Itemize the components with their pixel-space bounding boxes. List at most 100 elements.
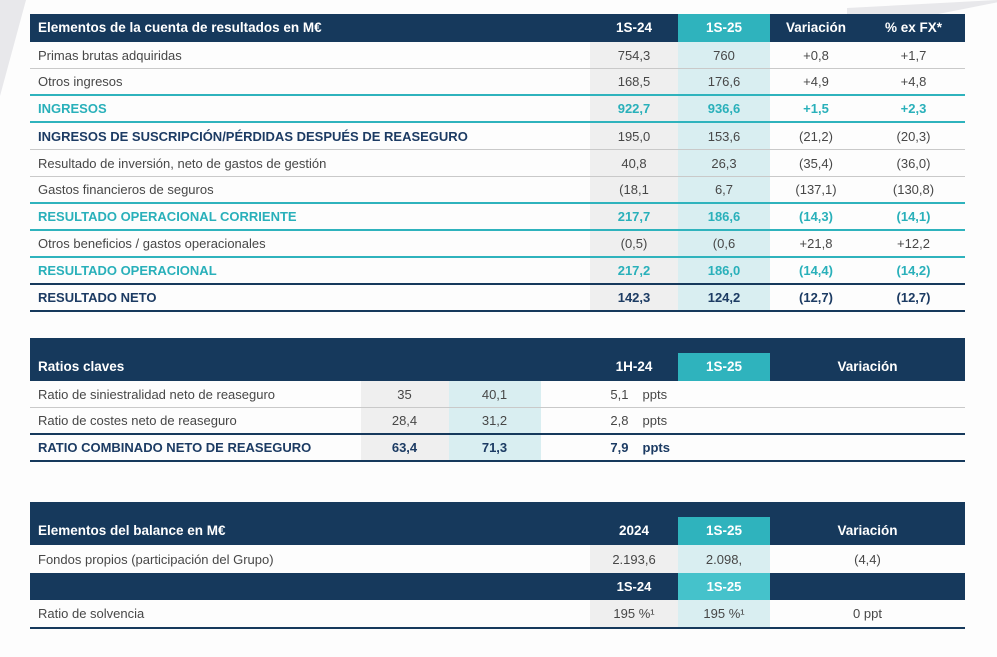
key-ratios-table: Ratios claves 1H-24 1S-25 Variación Rati… [30, 338, 965, 462]
value-variacion: 2,8 [610, 413, 629, 428]
value-variacion: (4,4) [854, 551, 881, 567]
row-label: Resultado de inversión, neto de gastos d… [38, 155, 327, 171]
value-variacion-unit: ppts [642, 386, 668, 402]
table-row-subtotal-operacional-corriente: RESULTADO OPERACIONAL CORRIENTE 217,7 18… [30, 204, 965, 231]
income-statement-table: Elementos de la cuenta de resultados en … [30, 14, 965, 312]
income-table-header: Elementos de la cuenta de resultados en … [30, 14, 965, 42]
column-header-1s25: 1S-25 [678, 353, 770, 381]
row-label: Ratio de costes neto de reaseguro [38, 413, 237, 428]
solvency-period-subheader: 1S-24 1S-25 [30, 573, 965, 600]
value-ex-fx: +1,7 [900, 47, 927, 63]
value-1s24: 195,0 [590, 123, 678, 149]
table-row: Ratio de siniestralidad neto de reasegur… [30, 381, 965, 408]
table-row: Otros ingresos 168,5 176,6 +4,9 +4,8 [30, 69, 965, 96]
balance-table-title: Elementos del balance en M€ [38, 523, 226, 539]
column-header-1h24: 1H-24 [615, 359, 653, 375]
value-1s25: 2.098, [678, 545, 770, 573]
table-row: Otros beneficios / gastos operacionales … [30, 231, 965, 258]
value-1s24: 217,2 [590, 258, 678, 283]
background-corner-decoration-top-left [0, 0, 26, 96]
subheader-1s25: 1S-25 [678, 573, 770, 600]
ratios-table-header: Ratios claves 1H-24 1S-25 Variación [30, 338, 965, 381]
value-ex-fx: +12,2 [897, 236, 930, 251]
column-header-ex-fx: % ex FX* [884, 20, 943, 36]
column-header-1s24: 1S-24 [615, 20, 653, 36]
value-variacion: 0 ppt [853, 606, 882, 621]
value-ex-fx: (36,0) [896, 155, 931, 171]
value-ex-fx: +4,8 [900, 74, 927, 89]
table-row-solvency: Ratio de solvencia 195 %¹ 195 %¹ 0 ppt [30, 600, 965, 629]
value-1s24: 168,5 [590, 69, 678, 94]
row-label: Otros beneficios / gastos operacionales [38, 236, 266, 251]
value-1s25: 186,0 [678, 258, 770, 283]
value-1s24: 754,3 [590, 42, 678, 68]
value-1s24: 142,3 [590, 285, 678, 310]
value-variacion: (14,4) [799, 263, 833, 278]
value-1s25: 124,2 [678, 285, 770, 310]
value-1s24: 217,7 [590, 204, 678, 229]
column-header-1s25: 1S-25 [678, 517, 770, 545]
value-1s25: 6,7 [678, 177, 770, 202]
row-label: RESULTADO OPERACIONAL [38, 263, 217, 278]
value-variacion-unit: ppts [642, 413, 668, 428]
value-1s25: 31,2 [448, 408, 541, 433]
value-variacion: (137,1) [795, 182, 837, 197]
row-label: INGRESOS [38, 101, 107, 116]
value-1s25: 40,1 [448, 381, 541, 407]
table-row-total-ratio-combinado: RATIO COMBINADO NETO DE REASEGURO 63,4 7… [30, 435, 965, 462]
income-table-title: Elementos de la cuenta de resultados en … [38, 20, 322, 36]
row-label: RESULTADO NETO [38, 290, 157, 305]
ratios-table-title: Ratios claves [38, 359, 125, 375]
balance-sheet-table: Elementos del balance en M€ 2024 1S-25 V… [30, 502, 965, 629]
value-variacion: +4,9 [803, 74, 829, 89]
value-1s25: 71,3 [448, 435, 541, 460]
value-variacion: +0,8 [803, 47, 829, 63]
value-ex-fx: (20,3) [896, 128, 931, 144]
row-label: RESULTADO OPERACIONAL CORRIENTE [38, 209, 297, 224]
value-variacion: +21,8 [799, 236, 833, 251]
value-1s25: 153,6 [678, 123, 770, 149]
row-label: Ratio de solvencia [38, 606, 145, 621]
value-1s24: 922,7 [590, 96, 678, 121]
table-row: Resultado de inversión, neto de gastos d… [30, 150, 965, 177]
value-1s25: (0,6 [678, 231, 770, 256]
value-variacion: 5,1 [610, 386, 629, 402]
column-header-2024: 2024 [618, 523, 650, 539]
value-2024: 2.193,6 [590, 545, 678, 573]
row-label: Otros ingresos [38, 74, 123, 89]
row-label: Gastos financieros de seguros [38, 182, 214, 197]
value-1h24: 28,4 [360, 408, 449, 433]
table-row: INGRESOS DE SUSCRIPCIÓN/PÉRDIDAS DESPUÉS… [30, 123, 965, 150]
value-1h24: 35 [360, 381, 449, 407]
value-1s24: (0,5) [590, 231, 678, 256]
table-row-subtotal-ingresos: INGRESOS 922,7 936,6 +1,5 +2,3 [30, 96, 965, 123]
value-ex-fx: (14,2) [896, 263, 931, 278]
table-row-subtotal-operacional: RESULTADO OPERACIONAL 217,2 186,0 (14,4)… [30, 258, 965, 285]
column-header-variacion: Variación [837, 359, 898, 375]
value-variacion: +1,5 [803, 101, 829, 116]
value-1s25: 26,3 [678, 150, 770, 176]
column-header-1s25: 1S-25 [678, 14, 770, 42]
row-label: Fondos propios (participación del Grupo) [38, 551, 274, 567]
row-label: RATIO COMBINADO NETO DE REASEGURO [38, 440, 312, 455]
table-row-total-resultado-neto: RESULTADO NETO 142,3 124,2 (12,7) (12,7) [30, 285, 965, 312]
row-label: Primas brutas adquiridas [38, 47, 182, 63]
balance-table-header: Elementos del balance en M€ 2024 1S-25 V… [30, 502, 965, 545]
table-row: Fondos propios (participación del Grupo)… [30, 545, 965, 573]
subheader-1s24: 1S-24 [616, 579, 652, 594]
value-variacion: (21,2) [799, 128, 833, 144]
value-1s25: 176,6 [678, 69, 770, 94]
table-row: Ratio de costes neto de reaseguro 28,4 3… [30, 408, 965, 435]
value-1s24: 195 %¹ [590, 600, 678, 627]
value-1s25: 186,6 [678, 204, 770, 229]
value-ex-fx: (130,8) [892, 182, 935, 197]
value-1s24: 40,8 [590, 150, 678, 176]
value-variacion: 7,9 [610, 440, 629, 455]
table-row: Gastos financieros de seguros (18,1 6,7 … [30, 177, 965, 204]
row-label: Ratio de siniestralidad neto de reasegur… [38, 386, 276, 402]
value-1s25: 195 %¹ [678, 600, 770, 627]
table-row: Primas brutas adquiridas 754,3 760 +0,8 … [30, 42, 965, 69]
value-1s25: 936,6 [678, 96, 770, 121]
value-variacion: (35,4) [799, 155, 833, 171]
value-1s24: (18,1 [590, 177, 678, 202]
